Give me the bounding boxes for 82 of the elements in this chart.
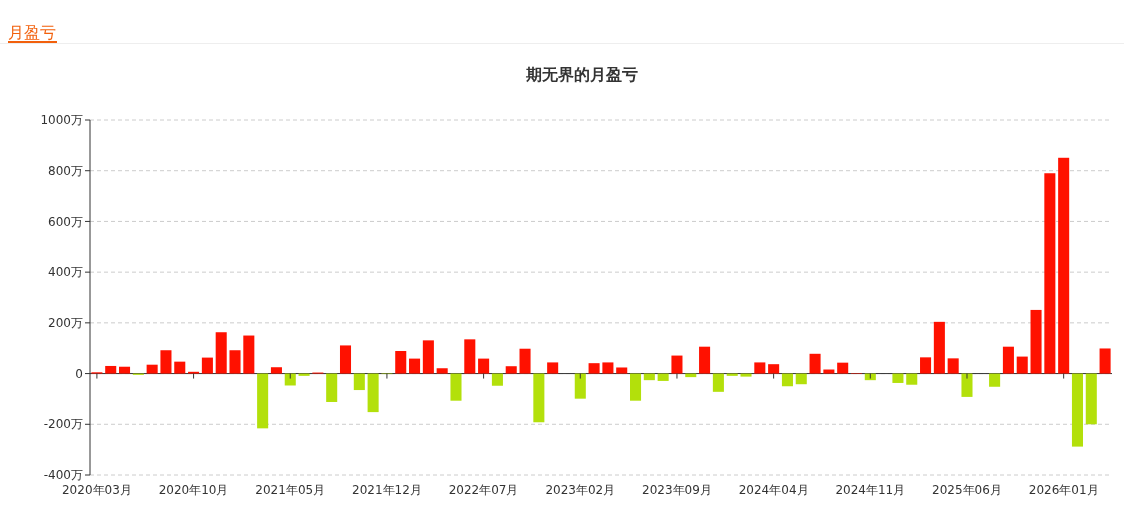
bar	[215, 332, 227, 374]
x-tick-label: 2021年05月	[255, 483, 326, 497]
chart-title: 期无界的月盈亏	[525, 65, 638, 84]
y-tick-label: 800万	[48, 163, 83, 178]
bar	[754, 362, 766, 374]
x-tick-label: 2023年02月	[545, 483, 616, 497]
bar	[491, 373, 503, 386]
bar	[464, 339, 476, 374]
bar	[892, 373, 904, 383]
bar	[906, 373, 918, 385]
x-tick-label: 2025年06月	[932, 483, 1002, 497]
bar	[671, 355, 683, 374]
bar	[837, 362, 849, 374]
x-tick-label: 2024年04月	[738, 483, 809, 497]
bar	[339, 345, 352, 374]
x-tick-label: 2026年01月	[1028, 483, 1099, 497]
bar	[823, 369, 835, 374]
y-tick-label: 0	[75, 366, 83, 381]
bar	[519, 348, 531, 374]
bar	[146, 364, 158, 374]
bar	[395, 351, 407, 374]
bar	[353, 373, 365, 391]
bar	[450, 373, 462, 401]
y-tick-label: -200万	[43, 417, 83, 432]
y-tick-label: 1000万	[40, 113, 83, 128]
bar	[574, 373, 586, 399]
x-tick-label: 2020年10月	[158, 483, 229, 497]
bar	[961, 373, 973, 397]
x-tick-label: 2020年03月	[62, 483, 132, 497]
bar	[284, 373, 296, 386]
bar	[920, 357, 932, 374]
bar	[547, 362, 559, 374]
bar	[160, 350, 172, 374]
bar	[367, 373, 379, 413]
bar	[630, 373, 642, 401]
x-tick-label: 2023年09月	[642, 483, 712, 497]
bar	[947, 358, 959, 374]
bar	[478, 358, 490, 374]
bar	[201, 357, 213, 374]
bar	[533, 373, 545, 423]
bar	[257, 373, 269, 429]
bar	[1071, 373, 1083, 447]
bar	[781, 373, 793, 387]
bar	[795, 373, 807, 385]
bar	[505, 366, 517, 374]
bar	[1044, 173, 1056, 374]
bar	[436, 368, 448, 374]
bar	[809, 353, 821, 374]
text: 月盈亏	[8, 23, 56, 42]
bar	[326, 373, 338, 402]
bar	[422, 340, 434, 374]
y-tick-label: 600万	[48, 214, 83, 229]
bar	[229, 350, 241, 374]
bar	[1099, 348, 1111, 374]
bar	[119, 366, 131, 374]
bar	[616, 367, 628, 374]
bar	[243, 335, 255, 374]
bar	[933, 321, 945, 374]
bar	[174, 361, 186, 374]
bar	[1016, 356, 1028, 374]
x-tick-label: 2021年12月	[352, 483, 422, 497]
y-tick-label: 400万	[48, 265, 83, 280]
bar	[699, 346, 711, 374]
bar	[270, 367, 282, 374]
bar	[602, 362, 614, 374]
x-tick-label: 2024年11月	[835, 483, 906, 497]
bar	[989, 373, 1001, 387]
bar	[1085, 373, 1097, 425]
bar	[657, 373, 669, 381]
bar	[712, 373, 724, 392]
bar	[409, 358, 421, 374]
y-tick-label: 200万	[48, 316, 83, 331]
bar	[1002, 346, 1014, 374]
y-tick-label: -400万	[43, 468, 83, 483]
bar	[740, 373, 752, 377]
bar	[643, 373, 655, 381]
bar	[105, 365, 117, 374]
x-tick-label: 2022年07月	[448, 483, 519, 497]
bar	[1058, 157, 1070, 374]
bar	[1030, 309, 1042, 374]
bar	[588, 363, 600, 374]
bar	[768, 364, 780, 374]
